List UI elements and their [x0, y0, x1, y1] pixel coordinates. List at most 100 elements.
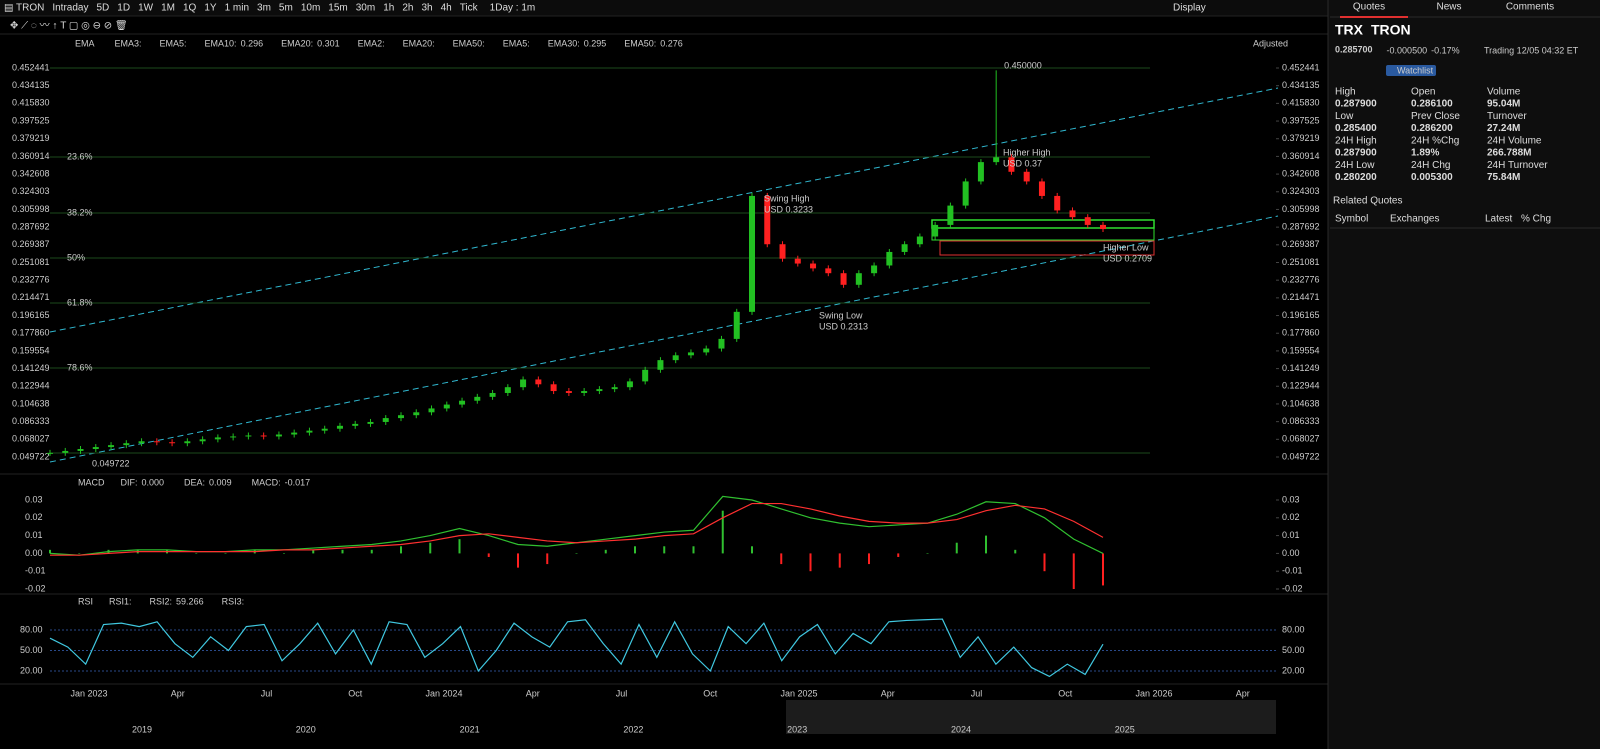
y-tick-label: 0.159554 — [1282, 345, 1320, 355]
interval-select[interactable]: 1Day : 1m — [490, 3, 536, 14]
candle — [245, 435, 252, 437]
legend-value: 0.296 — [241, 38, 264, 48]
column-header[interactable]: Latest — [1485, 214, 1512, 225]
legend-name: EMA5: — [160, 38, 187, 48]
y-tick-label: 0.324303 — [1282, 186, 1320, 196]
stat-label: 24H Turnover — [1487, 160, 1548, 171]
x-tick-label: Jul — [261, 688, 273, 698]
stat-label: 24H High — [1335, 136, 1377, 147]
macd-bar — [458, 539, 461, 554]
y-tick-label: 0.434135 — [12, 80, 50, 90]
candle — [199, 439, 206, 442]
indicator-label: RSI — [78, 596, 93, 606]
period-button[interactable]: 5m — [279, 3, 293, 14]
period-button[interactable]: 30m — [356, 3, 375, 14]
candle — [520, 379, 527, 388]
period-button[interactable]: 5D — [96, 3, 109, 14]
candle — [672, 355, 679, 361]
annotation: USD 0.2709 — [1103, 253, 1152, 263]
macd-bar — [312, 549, 315, 554]
x-tick-label: Oct — [1058, 688, 1073, 698]
candle — [550, 384, 557, 392]
period-button[interactable]: 2h — [402, 3, 413, 14]
candle — [825, 268, 832, 274]
watchlist-button[interactable] — [1386, 65, 1436, 76]
y-tick-label: -0.02 — [25, 583, 46, 593]
period-button[interactable]: 3h — [421, 3, 432, 14]
period-button[interactable]: 1 min — [225, 3, 249, 14]
y-tick-label: 0.287692 — [12, 222, 50, 232]
annotation: USD 0.2313 — [819, 321, 868, 331]
period-button[interactable]: 1M — [161, 3, 175, 14]
stat-value: 0.280200 — [1335, 172, 1377, 183]
column-header[interactable]: Exchanges — [1390, 214, 1439, 225]
period-button[interactable]: Intraday — [52, 3, 88, 14]
y-tick-label: 80.00 — [20, 624, 43, 634]
menu-icon[interactable]: ▤ — [4, 3, 13, 14]
candle — [504, 387, 511, 393]
tool-icons[interactable]: ✥ ⟋ ◌ 〰 ↑ T ▢ ◎ ⊖ ⊘ 🗑 — [10, 20, 128, 32]
y-tick-label: 0.397525 — [1282, 115, 1320, 125]
quote-status: Trading 12/05 04:32 ET — [1484, 45, 1579, 55]
stat-label: 24H Chg — [1411, 160, 1450, 171]
quote-change-pct: -0.17% — [1431, 45, 1460, 55]
y-tick-label: 0.214471 — [12, 292, 50, 302]
column-header[interactable]: % Chg — [1521, 214, 1551, 225]
candle — [1084, 217, 1091, 225]
column-header[interactable]: Symbol — [1335, 214, 1368, 225]
x-tick-label: Jan 2026 — [1135, 688, 1172, 698]
period-button[interactable]: 1W — [138, 3, 154, 14]
annotation: Higher High — [1003, 147, 1051, 157]
y-tick-label: 0.324303 — [12, 186, 50, 196]
adjusted-toggle[interactable]: Adjusted — [1253, 38, 1288, 48]
period-button[interactable]: Tick — [460, 3, 479, 14]
trend-line — [49, 87, 1279, 333]
stat-label: 24H Volume — [1487, 136, 1542, 147]
legend-name: RSI2: — [150, 596, 173, 606]
y-tick-label: 20.00 — [1282, 665, 1305, 675]
candle — [794, 258, 801, 264]
period-button[interactable]: 1D — [117, 3, 130, 14]
y-tick-label: 0.068027 — [1282, 434, 1320, 444]
watchlist-label[interactable]: Watchlist — [1397, 65, 1434, 75]
candle — [779, 244, 786, 259]
x-tick-label: Apr — [526, 688, 540, 698]
period-button[interactable]: 1Y — [204, 3, 217, 14]
fib-label: 23.6% — [67, 151, 93, 161]
candle — [260, 435, 267, 437]
y-tick-label: 0.214471 — [1282, 292, 1320, 302]
macd-bar — [751, 546, 753, 554]
display-menu[interactable]: Display — [1173, 3, 1206, 14]
candle — [962, 181, 969, 206]
y-tick-label: 0.269387 — [1282, 239, 1320, 249]
period-button[interactable]: 1Q — [183, 3, 197, 14]
period-button[interactable]: 10m — [301, 3, 320, 14]
period-button[interactable]: 1h — [383, 3, 394, 14]
period-button[interactable]: 3m — [257, 3, 271, 14]
related-title: Related Quotes — [1333, 196, 1403, 207]
stat-label: Low — [1335, 111, 1354, 122]
y-tick-label: 0.03 — [1282, 494, 1300, 504]
tab[interactable]: Quotes — [1353, 2, 1385, 13]
tab[interactable]: Comments — [1506, 2, 1554, 13]
y-tick-label: 0.141249 — [12, 363, 50, 373]
candle — [77, 449, 84, 451]
navigator-year: 2023 — [787, 724, 807, 734]
candle — [352, 423, 359, 426]
tab[interactable]: News — [1436, 2, 1461, 13]
indicator-label: EMA — [75, 38, 95, 48]
candle — [275, 434, 282, 437]
y-tick-label: 0.269387 — [12, 239, 50, 249]
macd-bar — [1102, 553, 1104, 586]
legend-name: EMA30: — [548, 38, 580, 48]
symbol: TRON — [16, 3, 44, 14]
candle — [871, 265, 878, 274]
period-button[interactable]: 4h — [441, 3, 452, 14]
stat-value: 0.005300 — [1411, 172, 1453, 183]
candle — [62, 450, 69, 453]
legend-name: EMA20: — [281, 38, 313, 48]
legend-name: EMA2: — [358, 38, 385, 48]
period-button[interactable]: 15m — [328, 3, 347, 14]
y-tick-label: 0.342608 — [1282, 168, 1320, 178]
navigator-window[interactable] — [786, 700, 1276, 734]
